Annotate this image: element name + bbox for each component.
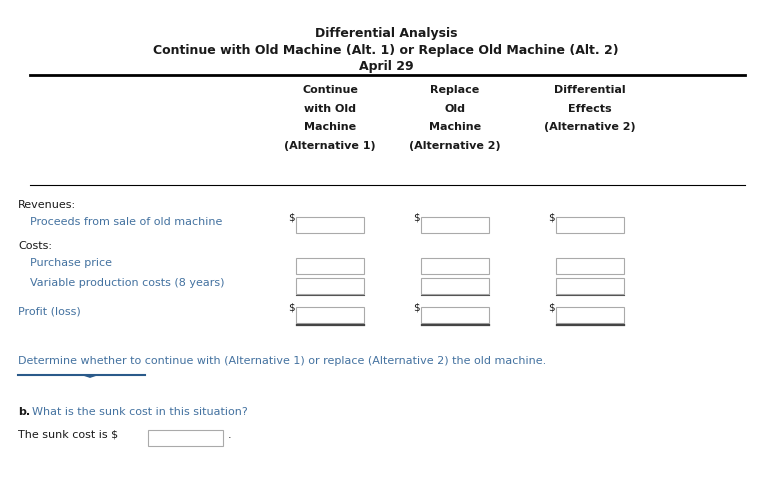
Text: Replace: Replace — [430, 85, 479, 95]
FancyBboxPatch shape — [296, 259, 364, 274]
Text: Differential: Differential — [554, 85, 626, 95]
Text: Machine: Machine — [304, 122, 356, 132]
Text: Continue with Old Machine (Alt. 1) or Replace Old Machine (Alt. 2): Continue with Old Machine (Alt. 1) or Re… — [153, 44, 619, 57]
FancyBboxPatch shape — [296, 307, 364, 323]
Polygon shape — [83, 375, 97, 377]
Text: $: $ — [413, 212, 420, 222]
Text: What is the sunk cost in this situation?: What is the sunk cost in this situation? — [32, 407, 248, 417]
Text: The sunk cost is $: The sunk cost is $ — [18, 430, 118, 440]
Text: $: $ — [289, 302, 295, 312]
Text: b.: b. — [18, 407, 30, 417]
Text: $: $ — [289, 212, 295, 222]
Text: $: $ — [413, 302, 420, 312]
Text: .: . — [228, 430, 231, 440]
Text: Costs:: Costs: — [18, 241, 52, 251]
Text: (Alternative 2): (Alternative 2) — [544, 122, 636, 132]
Text: with Old: with Old — [304, 104, 356, 114]
Text: Proceeds from sale of old machine: Proceeds from sale of old machine — [30, 217, 222, 227]
Text: Profit (loss): Profit (loss) — [18, 307, 81, 317]
Text: Effects: Effects — [568, 104, 612, 114]
Text: $: $ — [548, 302, 555, 312]
Text: Machine: Machine — [429, 122, 481, 132]
FancyBboxPatch shape — [296, 278, 364, 294]
Text: April 29: April 29 — [359, 60, 413, 74]
Text: Determine whether to continue with (Alternative 1) or replace (Alternative 2) th: Determine whether to continue with (Alte… — [18, 356, 547, 366]
FancyBboxPatch shape — [556, 217, 624, 233]
Text: Revenues:: Revenues: — [18, 200, 76, 210]
Text: Variable production costs (8 years): Variable production costs (8 years) — [30, 278, 225, 288]
Text: Old: Old — [445, 104, 466, 114]
Text: $: $ — [548, 212, 555, 222]
Text: (Alternative 2): (Alternative 2) — [409, 141, 501, 151]
Text: Purchase price: Purchase price — [30, 258, 112, 268]
FancyBboxPatch shape — [556, 278, 624, 294]
Text: Differential Analysis: Differential Analysis — [315, 27, 457, 40]
FancyBboxPatch shape — [147, 430, 222, 446]
FancyBboxPatch shape — [421, 278, 489, 294]
FancyBboxPatch shape — [556, 259, 624, 274]
FancyBboxPatch shape — [556, 307, 624, 323]
Text: (Alternative 1): (Alternative 1) — [284, 141, 376, 151]
FancyBboxPatch shape — [296, 217, 364, 233]
Text: Continue: Continue — [302, 85, 358, 95]
FancyBboxPatch shape — [421, 217, 489, 233]
FancyBboxPatch shape — [421, 259, 489, 274]
FancyBboxPatch shape — [421, 307, 489, 323]
